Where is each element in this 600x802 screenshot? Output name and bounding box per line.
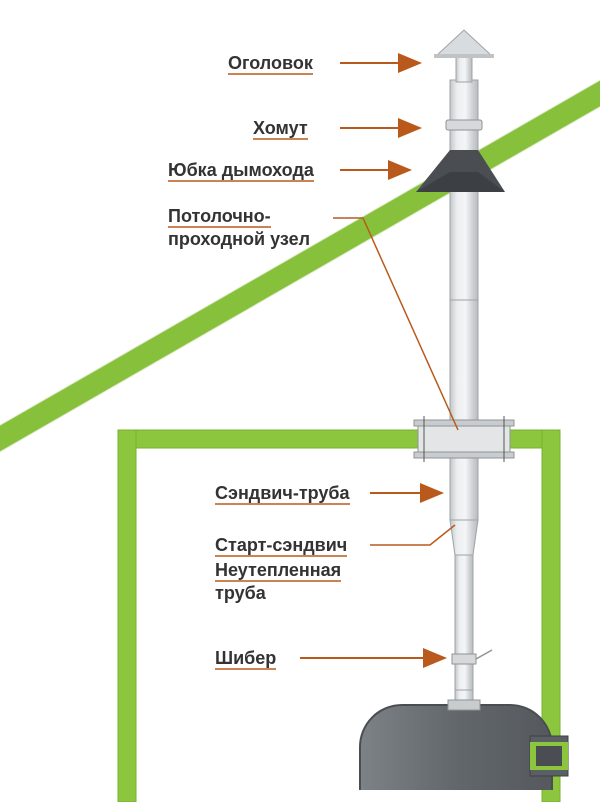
label-plainpipe: Неутепленная труба [215, 559, 341, 606]
stove [360, 690, 552, 790]
label-skirt: Юбка дымохода [168, 159, 314, 182]
chimney-cap [434, 30, 494, 82]
wall-left [118, 430, 136, 802]
label-sandwich: Сэндвич-труба [215, 482, 350, 505]
ceiling-passage [414, 416, 514, 462]
label-damper: Шибер [215, 647, 276, 670]
label-cap: Оголовок [228, 52, 313, 75]
leader-startsand [370, 525, 455, 545]
label-clamp: Хомут [253, 117, 308, 140]
stove-port [530, 736, 568, 776]
clamp [446, 120, 482, 130]
label-startsand: Старт-сэндвич [215, 534, 347, 557]
label-passage: Потолочно- проходной узел [168, 205, 310, 252]
diagram-canvas: Оголовок Хомут Юбка дымохода Потолочно- про… [0, 0, 600, 802]
